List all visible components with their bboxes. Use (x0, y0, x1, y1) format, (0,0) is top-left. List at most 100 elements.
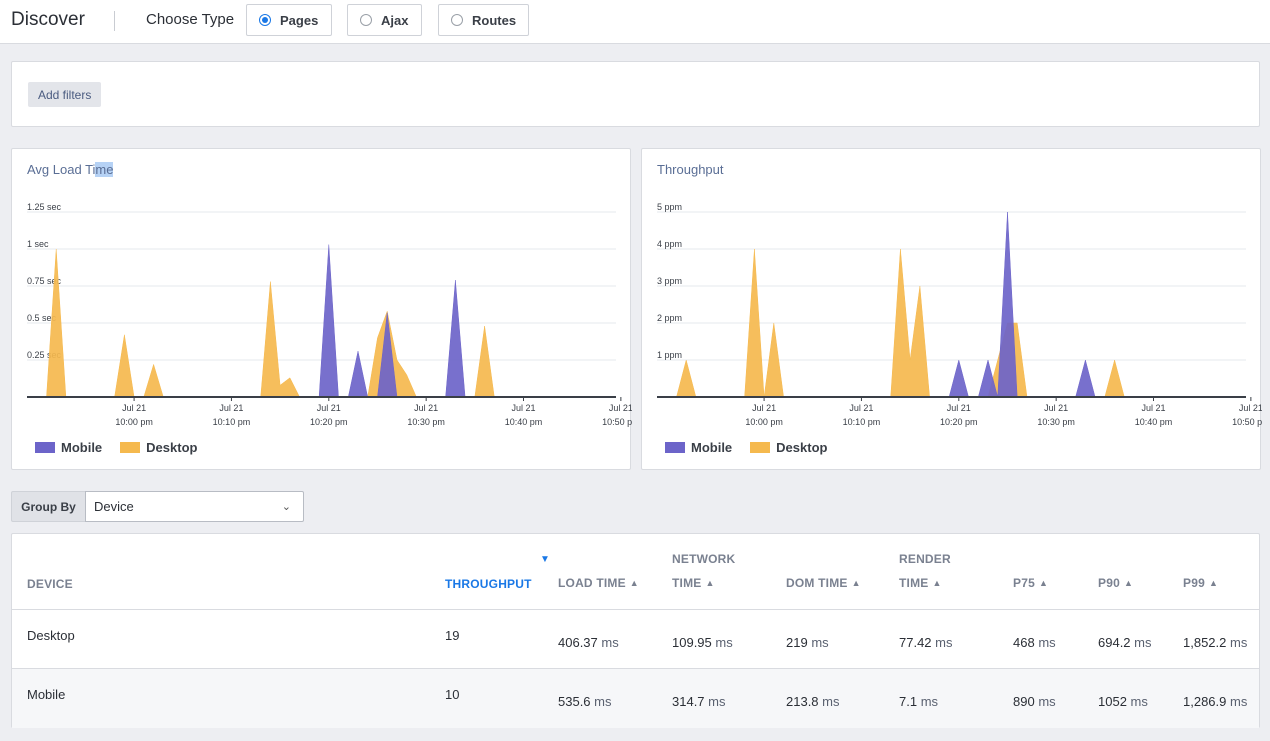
header-divider (114, 11, 115, 31)
sort-icon: ▲︎ (1123, 578, 1134, 588)
y-tick-label: 1 ppm (657, 350, 682, 360)
sort-icon: ▲︎ (629, 578, 639, 588)
chart-title: Avg Load Time (27, 162, 114, 177)
cell-load-time: 535.6 ms (558, 694, 612, 709)
cell-throughput: 19 (445, 628, 460, 643)
sort-icon: ▲︎ (1208, 578, 1219, 588)
cell-throughput: 10 (445, 687, 460, 702)
x-tick-label: 10:00 pm (745, 417, 783, 427)
col-load-time-header[interactable]: LOAD TIME ▲︎ (558, 571, 639, 595)
avg-load-time-chart: Avg Load Time 1.25 sec 1 sec 0.75 sec 0.5 s… (11, 148, 632, 470)
choose-type-label: Choose Type (146, 11, 235, 28)
y-tick-label: 4 ppm (657, 239, 682, 249)
y-tick-label: 0.75 sec (27, 276, 62, 286)
sort-icon: ▲︎ (1038, 578, 1049, 588)
cell-p90: 1052 ms (1098, 694, 1148, 709)
x-tick-label: 10:20 pm (310, 417, 348, 427)
throughput-plot: 5 ppm 4 ppm 3 ppm 2 ppm 1 ppm Jul 21 10:00 pm J… (657, 202, 1262, 427)
col-throughput-header[interactable]: THROUGHPUT (445, 577, 532, 591)
group-by-value: Device (94, 499, 134, 514)
x-tick-label: Jul 21 (1141, 403, 1165, 413)
group-by-label: Group By (11, 491, 85, 522)
sort-icon: ▲︎ (932, 578, 942, 588)
x-tick-label: 10:50 pm (1232, 417, 1262, 427)
x-tick-label: Jul 21 (609, 403, 632, 413)
x-tick-label: Jul 21 (947, 403, 971, 413)
y-tick-label: 0.25 sec (27, 350, 62, 360)
table-row[interactable]: Desktop 19 406.37 ms 109.95 ms 219 ms 77… (12, 610, 1259, 669)
col-network-time-header[interactable]: NETWORK TIME ▲︎ (672, 547, 735, 595)
y-tick-label: 1.25 sec (27, 202, 62, 212)
legend-desktop[interactable]: Desktop (120, 440, 197, 455)
x-tick-label: 10:10 pm (213, 417, 251, 427)
chart-legend: Mobile Desktop (665, 440, 845, 455)
mobile-swatch (665, 442, 685, 453)
col-p90-header[interactable]: P90 ▲︎ (1098, 571, 1133, 595)
top-bar: Discover Choose Type Pages Ajax Routes (0, 0, 1270, 44)
x-tick-label: 10:50 pm (602, 417, 632, 427)
x-tick-label: 10:00 pm (115, 417, 153, 427)
x-tick-label: 10:40 pm (1135, 417, 1173, 427)
series-area-mobile (948, 211, 1096, 398)
radio-unselected-icon (360, 14, 372, 26)
col-p99-header[interactable]: P99 ▲︎ (1183, 571, 1218, 595)
radio-unselected-icon (451, 14, 463, 26)
throughput-chart: Throughput 5 ppm 4 ppm 3 ppm 2 ppm 1 ppm Jul … (641, 148, 1262, 470)
type-routes-label: Routes (472, 12, 517, 28)
y-tick-label: 1 sec (27, 239, 49, 249)
cell-render-time: 7.1 ms (899, 694, 939, 709)
desktop-swatch (120, 442, 141, 453)
legend-mobile[interactable]: Mobile (35, 440, 102, 455)
mobile-swatch (35, 442, 55, 453)
x-tick-label: 10:30 pm (1037, 417, 1075, 427)
col-device-header[interactable]: DEVICE (27, 577, 73, 591)
cell-p90: 694.2 ms (1098, 635, 1152, 650)
cell-p75: 468 ms (1013, 635, 1056, 650)
type-ajax-button[interactable]: Ajax (347, 4, 422, 36)
cell-p75: 890 ms (1013, 694, 1056, 709)
sort-icon: ▲︎ (705, 578, 715, 588)
table-row[interactable]: Mobile 10 535.6 ms 314.7 ms 213.8 ms 7.1… (12, 669, 1259, 728)
x-tick-label: 10:20 pm (940, 417, 978, 427)
y-tick-label: 5 ppm (657, 202, 682, 212)
cell-dom-time: 213.8 ms (786, 694, 840, 709)
radio-selected-icon (259, 14, 271, 26)
x-tick-label: Jul 21 (317, 403, 341, 413)
x-tick-label: Jul 21 (1239, 403, 1262, 413)
cell-load-time: 406.37 ms (558, 635, 619, 650)
legend-desktop[interactable]: Desktop (750, 440, 827, 455)
x-tick-label: Jul 21 (1044, 403, 1068, 413)
cell-device: Mobile (27, 687, 66, 702)
x-tick-label: Jul 21 (752, 403, 776, 413)
x-tick-label: 10:10 pm (843, 417, 881, 427)
cell-render-time: 77.42 ms (899, 635, 953, 650)
type-ajax-label: Ajax (381, 12, 409, 28)
x-tick-label: 10:40 pm (505, 417, 543, 427)
col-dom-time-header[interactable]: DOM TIME ▲︎ (786, 571, 861, 595)
x-tick-label: Jul 21 (122, 403, 146, 413)
chart-title: Throughput (657, 162, 724, 177)
table-header: ▼ DEVICE THROUGHPUT LOAD TIME ▲︎ NETWORK T… (12, 534, 1259, 610)
legend-mobile[interactable]: Mobile (665, 440, 732, 455)
col-render-time-header[interactable]: RENDER TIME ▲︎ (899, 547, 951, 595)
x-tick-label: Jul 21 (511, 403, 535, 413)
x-tick-label: Jul 21 (414, 403, 438, 413)
page-title: Discover (11, 9, 85, 30)
desktop-swatch (750, 442, 771, 453)
cell-dom-time: 219 ms (786, 635, 829, 650)
sort-icon: ▲︎ (851, 578, 861, 588)
filter-panel: Add filters (11, 61, 1260, 127)
col-p75-header[interactable]: P75 ▲︎ (1013, 571, 1048, 595)
add-filters-button[interactable]: Add filters (28, 82, 102, 107)
cell-p99: 1,852.2 ms (1183, 635, 1248, 650)
type-routes-button[interactable]: Routes (438, 4, 529, 36)
group-by-select[interactable]: Device ⌄ (85, 491, 304, 522)
results-table: ▼ DEVICE THROUGHPUT LOAD TIME ▲︎ NETWORK T… (11, 533, 1260, 728)
cell-device: Desktop (27, 628, 75, 643)
sort-desc-indicator-icon: ▼ (540, 554, 550, 565)
y-tick-label: 3 ppm (657, 276, 682, 286)
type-pages-button[interactable]: Pages (246, 4, 332, 36)
chevron-down-icon: ⌄ (281, 501, 291, 513)
cell-p99: 1,286.9 ms (1183, 694, 1248, 709)
cell-network-time: 109.95 ms (672, 635, 733, 650)
